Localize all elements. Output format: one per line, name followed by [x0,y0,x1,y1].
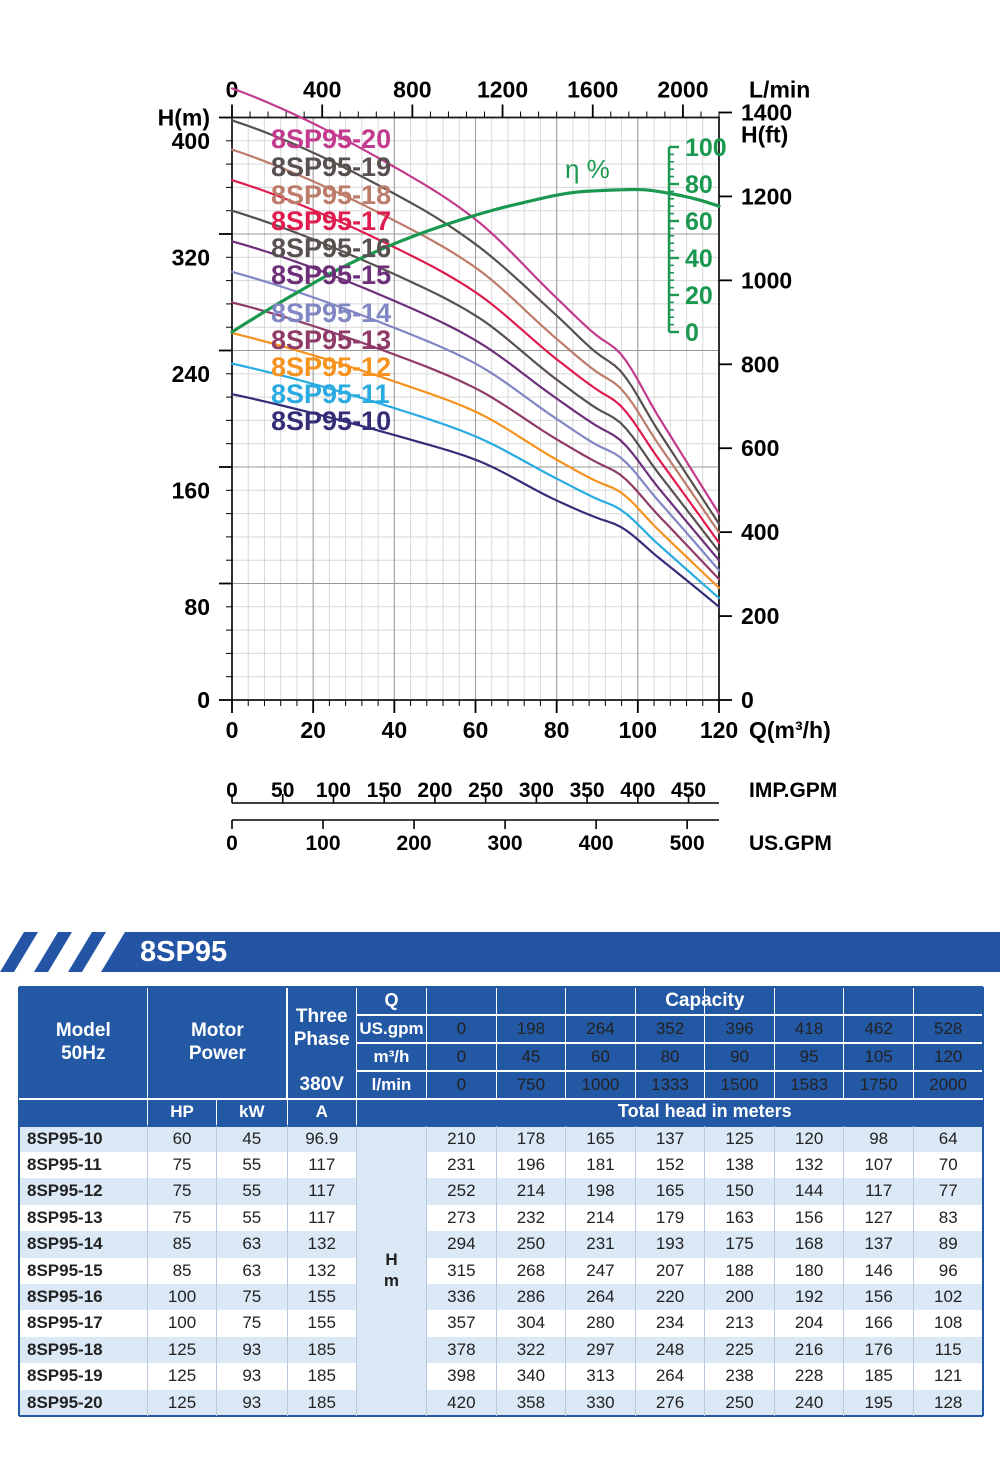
svg-text:0: 0 [197,687,210,713]
svg-text:800: 800 [741,351,779,377]
svg-text:2000: 2000 [657,77,708,103]
svg-text:250: 250 [468,779,503,802]
svg-text:H(m): H(m) [158,105,210,131]
svg-text:0: 0 [226,832,238,855]
svg-text:80: 80 [685,171,713,199]
svg-text:8SP95-10: 8SP95-10 [271,406,391,436]
svg-text:600: 600 [741,435,779,461]
svg-text:400: 400 [741,519,779,545]
svg-text:500: 500 [670,832,705,855]
svg-text:350: 350 [570,779,605,802]
svg-text:150: 150 [367,779,402,802]
svg-text:8SP95-16: 8SP95-16 [271,233,391,263]
svg-text:8SP95-17: 8SP95-17 [271,206,391,236]
svg-text:100: 100 [306,832,341,855]
svg-text:8SP95-11: 8SP95-11 [271,379,390,409]
svg-text:120: 120 [700,717,738,743]
svg-text:40: 40 [685,245,713,273]
svg-text:8SP95-13: 8SP95-13 [271,325,391,355]
svg-text:160: 160 [172,477,210,503]
svg-text:800: 800 [393,77,431,103]
svg-text:200: 200 [741,603,779,629]
svg-text:60: 60 [463,717,489,743]
svg-text:0: 0 [226,717,239,743]
svg-text:60: 60 [685,208,713,236]
svg-text:8SP95-15: 8SP95-15 [271,260,391,290]
svg-text:1000: 1000 [741,267,792,293]
svg-text:80: 80 [184,594,210,620]
svg-text:8SP95: 8SP95 [140,936,227,968]
svg-text:50: 50 [271,779,294,802]
svg-text:IMP.GPM: IMP.GPM [749,779,837,802]
svg-text:0: 0 [685,319,699,347]
svg-text:20: 20 [300,717,326,743]
svg-text:0: 0 [226,779,238,802]
svg-text:1600: 1600 [567,77,618,103]
svg-text:1200: 1200 [477,77,528,103]
svg-text:8SP95-14: 8SP95-14 [271,298,391,328]
svg-text:100: 100 [619,717,657,743]
svg-text:400: 400 [579,832,614,855]
svg-text:20: 20 [685,282,713,310]
svg-text:8SP95-20: 8SP95-20 [271,124,391,154]
svg-text:300: 300 [488,832,523,855]
svg-text:US.GPM: US.GPM [749,832,832,855]
svg-text:200: 200 [417,779,452,802]
svg-text:1200: 1200 [741,183,792,209]
svg-text:320: 320 [172,244,210,270]
svg-text:0: 0 [741,687,754,713]
svg-text:H(ft): H(ft) [741,122,788,148]
svg-text:40: 40 [382,717,408,743]
svg-text:η %: η % [565,154,610,184]
svg-text:100: 100 [316,779,351,802]
svg-text:100: 100 [685,134,727,162]
svg-text:400: 400 [620,779,655,802]
svg-text:400: 400 [172,128,210,154]
svg-text:400: 400 [303,77,341,103]
svg-text:240: 240 [172,361,210,387]
svg-text:8SP95-12: 8SP95-12 [271,352,391,382]
svg-text:450: 450 [671,779,706,802]
svg-text:200: 200 [397,832,432,855]
svg-text:80: 80 [544,717,570,743]
svg-text:300: 300 [519,779,554,802]
svg-text:8SP95-19: 8SP95-19 [271,152,391,182]
svg-text:Q(m³/h): Q(m³/h) [749,717,831,743]
